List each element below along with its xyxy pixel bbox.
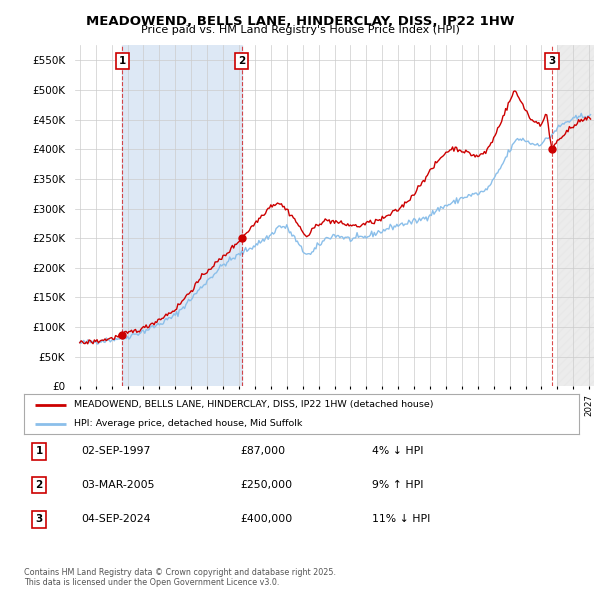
Text: 9% ↑ HPI: 9% ↑ HPI (372, 480, 424, 490)
Text: Contains HM Land Registry data © Crown copyright and database right 2025.
This d: Contains HM Land Registry data © Crown c… (24, 568, 336, 587)
Text: 03-MAR-2005: 03-MAR-2005 (81, 480, 155, 490)
Bar (557, 45, 594, 386)
Text: HPI: Average price, detached house, Mid Suffolk: HPI: Average price, detached house, Mid … (74, 419, 302, 428)
Bar (122, 45, 242, 386)
Text: 3: 3 (35, 514, 43, 524)
Text: £87,000: £87,000 (240, 447, 285, 456)
Text: 1: 1 (35, 447, 43, 456)
Text: 2: 2 (35, 480, 43, 490)
Text: 04-SEP-2024: 04-SEP-2024 (81, 514, 151, 524)
Text: 11% ↓ HPI: 11% ↓ HPI (372, 514, 430, 524)
Text: 1: 1 (119, 55, 126, 65)
Text: MEADOWEND, BELLS LANE, HINDERCLAY, DISS, IP22 1HW (detached house): MEADOWEND, BELLS LANE, HINDERCLAY, DISS,… (74, 400, 433, 409)
Text: 3: 3 (548, 55, 556, 65)
Text: 02-SEP-1997: 02-SEP-1997 (81, 447, 151, 456)
Text: Price paid vs. HM Land Registry's House Price Index (HPI): Price paid vs. HM Land Registry's House … (140, 25, 460, 35)
Text: MEADOWEND, BELLS LANE, HINDERCLAY, DISS, IP22 1HW: MEADOWEND, BELLS LANE, HINDERCLAY, DISS,… (86, 15, 514, 28)
Text: 2: 2 (238, 55, 245, 65)
Text: 4% ↓ HPI: 4% ↓ HPI (372, 447, 424, 456)
Text: £250,000: £250,000 (240, 480, 292, 490)
Text: £400,000: £400,000 (240, 514, 292, 524)
